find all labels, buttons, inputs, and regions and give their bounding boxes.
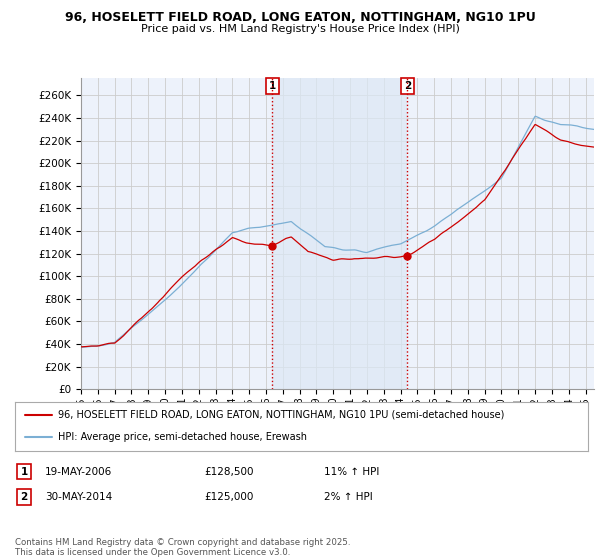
Text: 2: 2 [404, 81, 411, 91]
Text: Price paid vs. HM Land Registry's House Price Index (HPI): Price paid vs. HM Land Registry's House … [140, 24, 460, 34]
Text: £128,500: £128,500 [204, 466, 254, 477]
Text: 2: 2 [20, 492, 28, 502]
Text: 30-MAY-2014: 30-MAY-2014 [45, 492, 112, 502]
Text: 1: 1 [269, 81, 276, 91]
Text: 11% ↑ HPI: 11% ↑ HPI [324, 466, 379, 477]
Bar [272, 78, 407, 389]
Text: Contains HM Land Registry data © Crown copyright and database right 2025.
This d: Contains HM Land Registry data © Crown c… [15, 538, 350, 557]
Text: 1: 1 [20, 466, 28, 477]
Text: 96, HOSELETT FIELD ROAD, LONG EATON, NOTTINGHAM, NG10 1PU (semi-detached house): 96, HOSELETT FIELD ROAD, LONG EATON, NOT… [58, 410, 505, 420]
Text: £125,000: £125,000 [204, 492, 253, 502]
Text: HPI: Average price, semi-detached house, Erewash: HPI: Average price, semi-detached house,… [58, 432, 307, 442]
Text: 96, HOSELETT FIELD ROAD, LONG EATON, NOTTINGHAM, NG10 1PU: 96, HOSELETT FIELD ROAD, LONG EATON, NOT… [65, 11, 535, 24]
Text: 19-MAY-2006: 19-MAY-2006 [45, 466, 112, 477]
Text: 2% ↑ HPI: 2% ↑ HPI [324, 492, 373, 502]
